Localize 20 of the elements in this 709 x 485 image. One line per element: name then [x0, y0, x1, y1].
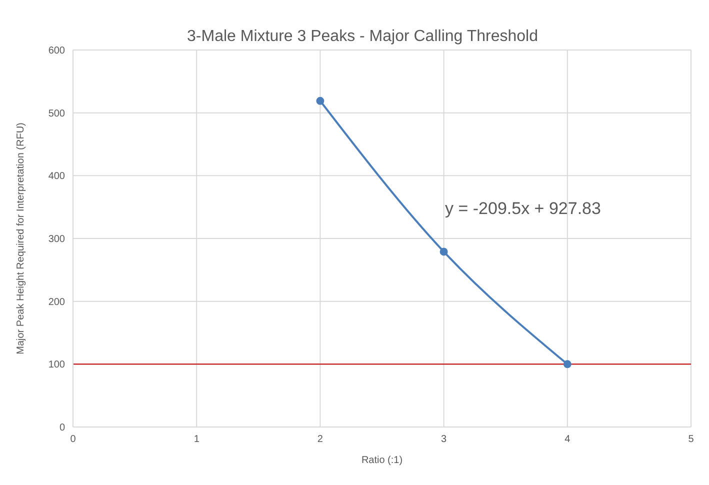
y-tick-label: 600: [48, 46, 66, 57]
x-tick-label: 2: [317, 434, 324, 446]
y-tick-label: 500: [48, 108, 66, 120]
point: [563, 360, 572, 368]
x-tick-label: 4: [564, 434, 571, 446]
y-axis-title: Major Peak Height Required for Interpretation (RFU): [16, 122, 27, 354]
y-tick-label: 200: [48, 296, 66, 308]
y-tick-label: 300: [48, 234, 66, 246]
x-tick-label: 1: [194, 434, 200, 446]
x-tick-label: 5: [688, 434, 694, 446]
x-tick-label: 0: [70, 434, 76, 446]
x-tick-label: 3: [441, 434, 448, 446]
y-tick-label: 400: [48, 171, 66, 182]
x-axis-title: Ratio (:1): [361, 455, 403, 466]
annotation: y = -209.5x + 927.83: [445, 199, 601, 219]
chart-title: 3-Male Mixture 3 Peaks - Major Calling Threshold: [186, 28, 539, 46]
y-tick-label: 100: [48, 360, 66, 371]
point: [316, 96, 324, 105]
y-tick-label: 0: [59, 422, 66, 434]
point: [440, 248, 448, 256]
